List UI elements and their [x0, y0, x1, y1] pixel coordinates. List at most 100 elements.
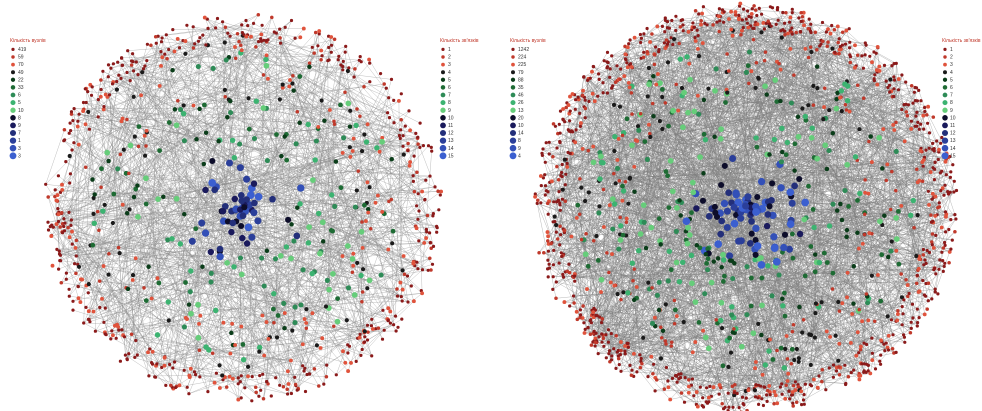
node	[544, 141, 548, 145]
node	[290, 328, 295, 333]
edge	[537, 48, 806, 201]
node	[761, 20, 766, 25]
node	[628, 38, 632, 42]
node	[699, 197, 707, 204]
node	[358, 228, 365, 235]
legend-marker	[440, 85, 446, 90]
node	[701, 396, 705, 400]
node	[790, 393, 794, 397]
legend-label: 7	[448, 93, 451, 99]
node	[824, 166, 830, 172]
node	[431, 244, 436, 248]
node	[663, 101, 668, 105]
node	[51, 225, 55, 229]
node	[297, 184, 305, 192]
node	[106, 63, 111, 67]
node	[407, 109, 411, 113]
node	[90, 242, 96, 248]
node	[597, 335, 601, 339]
node	[753, 8, 758, 12]
edge	[99, 146, 351, 282]
edge	[628, 30, 676, 44]
edge	[546, 142, 733, 333]
edge	[601, 77, 759, 280]
node	[195, 64, 201, 70]
node	[591, 238, 596, 243]
node	[679, 391, 684, 395]
node	[211, 186, 219, 194]
node	[807, 332, 812, 337]
node	[368, 227, 373, 231]
node	[259, 32, 264, 37]
edge	[272, 161, 337, 200]
node	[669, 36, 673, 40]
edge	[323, 154, 404, 242]
edge	[166, 58, 423, 294]
node	[58, 259, 62, 263]
node	[208, 279, 214, 285]
edge	[322, 129, 401, 242]
node	[191, 103, 196, 108]
legend-marker	[11, 55, 15, 59]
edge	[896, 63, 928, 251]
edge	[151, 43, 157, 363]
node	[398, 136, 402, 140]
edge	[224, 307, 389, 378]
node	[351, 136, 356, 141]
edge	[617, 29, 693, 353]
edge	[110, 40, 186, 69]
node	[401, 254, 406, 258]
edge	[168, 49, 418, 173]
edge	[668, 125, 783, 153]
node	[266, 336, 271, 341]
node	[406, 141, 410, 146]
node	[125, 286, 131, 292]
nodes-right	[533, 1, 959, 411]
node	[115, 166, 121, 172]
node	[927, 146, 931, 150]
edge	[212, 68, 244, 360]
edge	[102, 71, 137, 341]
node	[301, 364, 305, 368]
node	[235, 31, 240, 36]
node	[630, 112, 634, 116]
node	[269, 195, 276, 203]
edge	[172, 367, 223, 376]
node	[210, 65, 216, 71]
node	[752, 237, 759, 244]
edge	[69, 122, 269, 340]
node	[76, 264, 82, 269]
edge	[593, 95, 683, 147]
edge	[105, 75, 294, 309]
edge	[126, 173, 213, 184]
node	[369, 324, 373, 328]
edge	[214, 377, 276, 383]
node	[617, 237, 624, 243]
node	[215, 16, 220, 21]
node	[896, 88, 901, 92]
node	[784, 139, 791, 146]
node	[274, 132, 279, 137]
node	[60, 231, 65, 235]
node	[785, 379, 790, 383]
edge	[660, 358, 799, 385]
node	[417, 209, 421, 213]
node	[262, 353, 267, 358]
node	[264, 248, 270, 254]
node	[359, 353, 363, 357]
edge	[240, 215, 297, 237]
edge	[88, 111, 260, 352]
node	[388, 309, 393, 314]
edge	[603, 189, 873, 354]
edge	[58, 160, 109, 222]
node	[64, 277, 68, 281]
node	[365, 206, 371, 212]
node	[669, 340, 674, 344]
node	[157, 148, 163, 154]
node	[581, 304, 585, 308]
edge	[728, 334, 812, 394]
node	[695, 93, 700, 98]
edge	[247, 126, 351, 205]
node	[618, 353, 623, 357]
node	[231, 195, 238, 203]
